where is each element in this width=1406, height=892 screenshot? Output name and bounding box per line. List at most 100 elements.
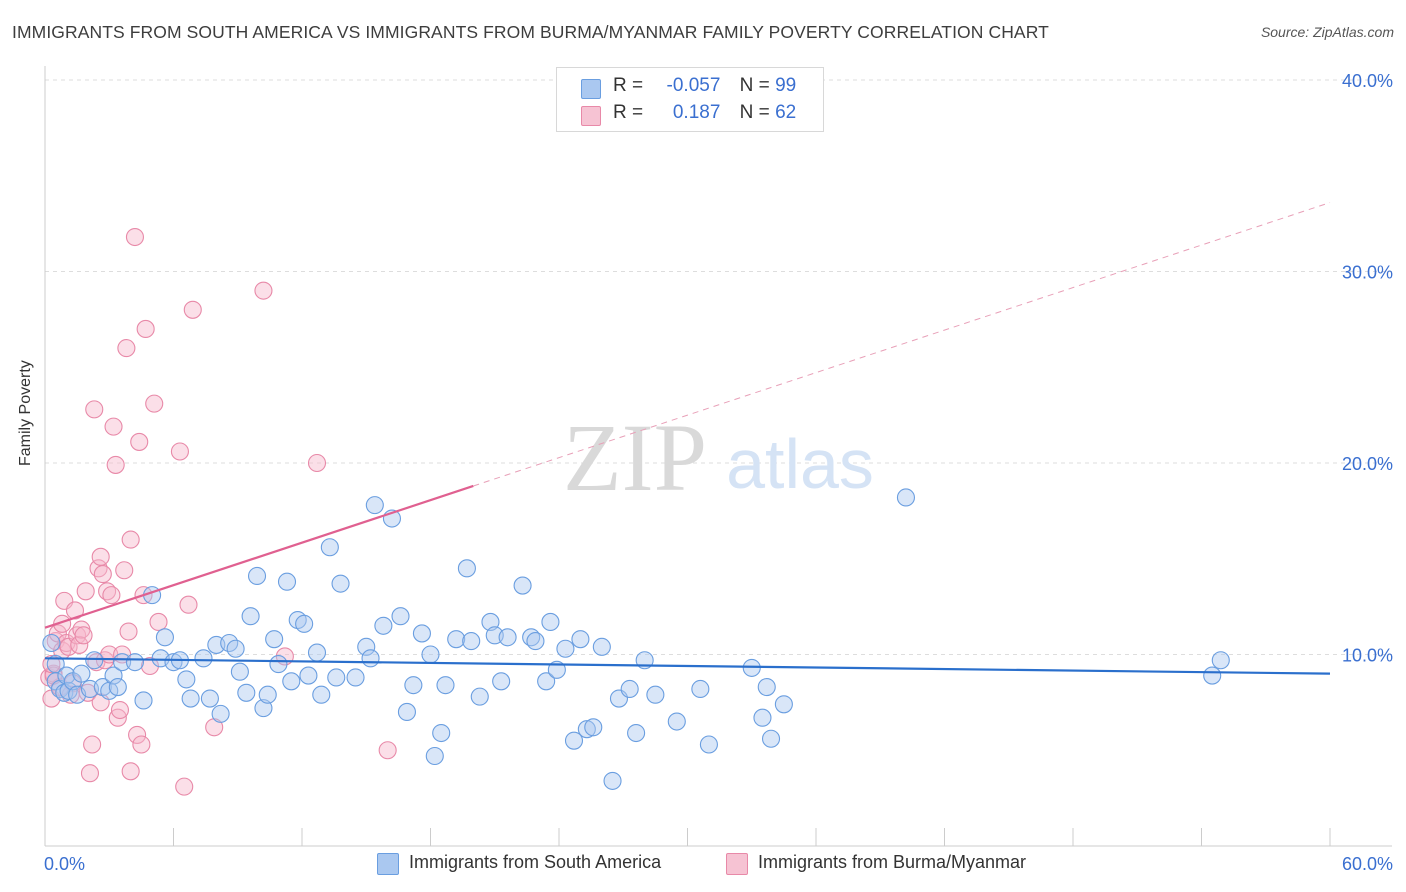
data-point	[277, 572, 297, 591]
data-point	[83, 735, 102, 754]
data-point	[513, 576, 532, 595]
data-point	[378, 741, 397, 760]
legend-n-value: 62	[775, 102, 797, 123]
data-point	[104, 666, 123, 685]
watermark-atlas: atlas	[726, 425, 874, 503]
data-point	[226, 639, 245, 658]
data-point	[134, 691, 153, 710]
data-point	[295, 614, 314, 633]
data-point	[432, 723, 451, 743]
data-point	[627, 723, 646, 743]
data-point	[498, 628, 517, 647]
data-point	[74, 626, 93, 645]
data-point	[121, 530, 140, 549]
data-point	[462, 632, 481, 651]
data-point	[183, 300, 202, 319]
data-point	[200, 689, 219, 708]
data-point	[181, 689, 200, 708]
data-point	[119, 622, 138, 641]
data-point	[374, 616, 393, 635]
legend-label: Immigrants from South America	[409, 852, 662, 872]
data-point	[113, 653, 132, 672]
data-point	[85, 400, 104, 419]
trend-line-south-america	[44, 657, 1331, 675]
legend-r-value: 0.187	[672, 102, 721, 123]
data-point	[125, 227, 144, 247]
data-point	[592, 637, 611, 656]
data-point	[691, 679, 710, 699]
watermark: ZIP atlas	[563, 404, 874, 511]
data-point	[526, 632, 545, 651]
data-point	[254, 699, 273, 718]
series-burma-points	[40, 227, 397, 796]
data-point	[299, 666, 318, 685]
data-point	[65, 601, 85, 620]
data-point	[128, 725, 147, 744]
data-point	[481, 612, 500, 631]
data-point	[175, 777, 194, 796]
data-point	[753, 708, 772, 727]
data-point	[447, 630, 466, 649]
data-point	[258, 685, 277, 704]
data-point	[1211, 651, 1230, 670]
data-point	[346, 668, 365, 687]
data-point	[106, 455, 125, 474]
legend-swatch-pink	[581, 106, 601, 126]
y-axis-label: Family Poverty	[17, 360, 34, 466]
data-point	[108, 678, 127, 697]
data-point	[603, 771, 622, 790]
data-point	[327, 668, 346, 687]
data-point	[761, 729, 781, 748]
legend-r-label: R =	[613, 102, 644, 123]
legend-n-label: N =	[739, 102, 770, 123]
data-point	[312, 685, 331, 704]
data-point	[42, 655, 61, 674]
legend-n-value: 99	[775, 75, 797, 96]
data-point	[667, 712, 686, 731]
data-point	[42, 633, 61, 653]
data-point	[108, 708, 127, 727]
data-point	[117, 339, 136, 358]
data-point	[76, 582, 95, 601]
data-point	[584, 718, 603, 737]
data-point	[282, 672, 301, 691]
data-point	[164, 653, 183, 672]
data-point	[194, 649, 213, 668]
series-south-america-points	[42, 488, 1230, 790]
data-point	[70, 635, 89, 654]
data-point	[170, 442, 189, 461]
data-point	[80, 764, 100, 783]
data-point	[265, 630, 284, 649]
data-point	[85, 651, 104, 670]
data-point	[269, 655, 288, 674]
data-point	[391, 607, 410, 626]
data-point	[179, 595, 198, 614]
data-point	[436, 676, 455, 695]
data-point	[537, 672, 556, 691]
correlation-legend: R = -0.057 N = 99 R = 0.187 N = 62	[556, 67, 824, 132]
trend-line-burma-extension	[473, 202, 1331, 487]
data-point	[130, 432, 149, 451]
legend-r-label: R =	[613, 75, 644, 96]
axes	[44, 66, 1392, 847]
data-point	[121, 762, 140, 781]
data-point	[412, 624, 431, 643]
watermark-zip: ZIP	[563, 404, 707, 511]
data-point	[132, 735, 151, 754]
data-point	[577, 720, 596, 739]
data-point	[241, 607, 260, 626]
trend-lines	[44, 202, 1331, 675]
data-point	[564, 731, 584, 750]
legend-swatch-blue	[377, 853, 399, 875]
legend-n-label: N =	[739, 75, 770, 96]
data-point	[59, 681, 78, 700]
y-tick-label: 10.0%	[1342, 646, 1393, 666]
data-point	[91, 547, 110, 566]
data-point	[556, 639, 575, 658]
data-point	[397, 702, 416, 722]
data-point	[110, 700, 130, 720]
data-point	[237, 683, 256, 702]
data-point	[757, 678, 776, 697]
tick-labels: 10.0% 20.0% 30.0% 40.0% 0.0% 60.0%	[44, 71, 1393, 874]
data-point	[357, 637, 376, 656]
